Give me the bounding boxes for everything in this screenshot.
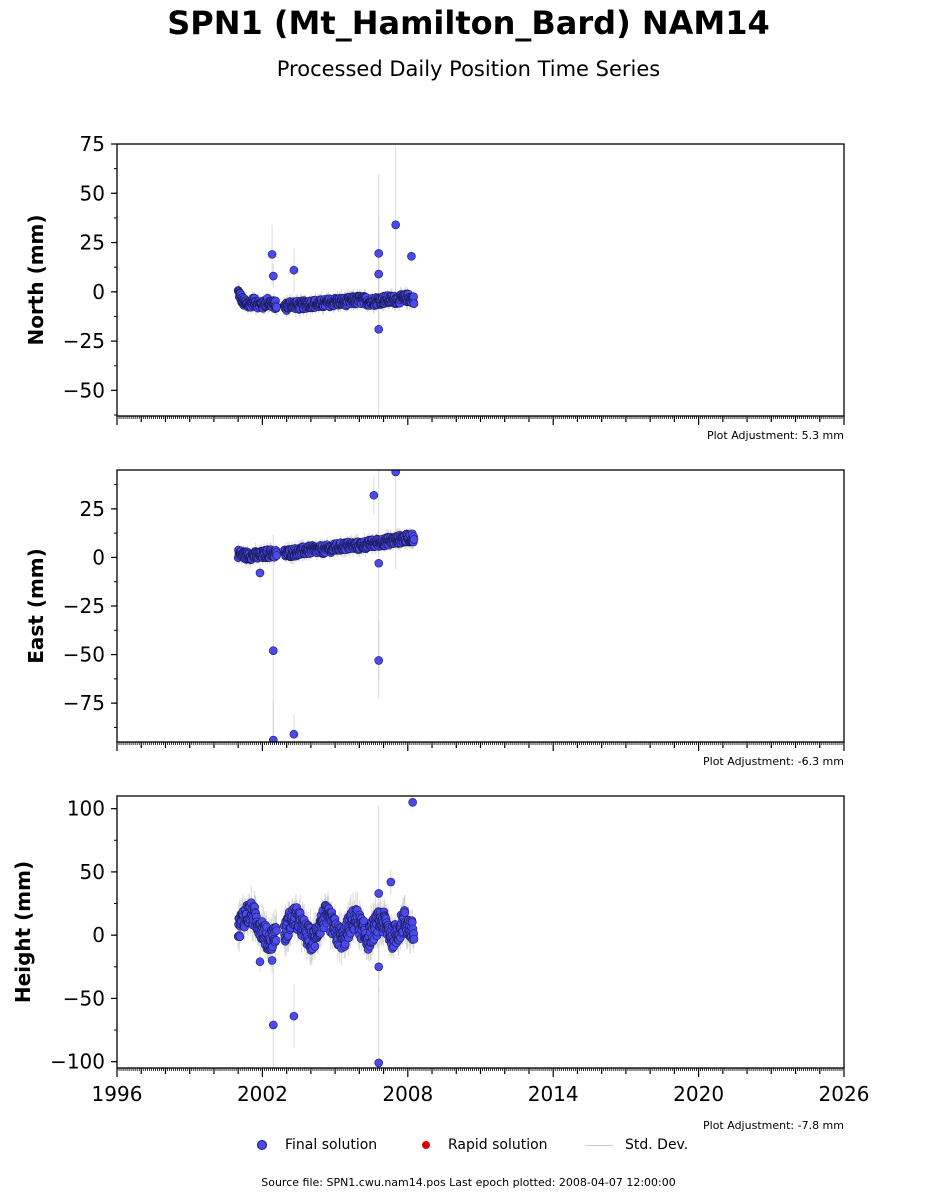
east-final-solution-point <box>409 535 419 544</box>
east-final-solution-point <box>374 558 384 568</box>
height-y-tick-label: 100 <box>67 797 105 821</box>
rapid-solution-marker <box>422 1141 430 1149</box>
north-final-solution-point <box>272 302 281 312</box>
north-final-solution-point <box>267 250 277 259</box>
height-x-tick-label: 2026 <box>819 1082 870 1106</box>
height-final-solution-point <box>408 798 417 807</box>
height-axes-frame <box>116 795 845 1069</box>
height-final-solution-point <box>271 936 281 945</box>
north-y-tick-label: 50 <box>80 181 105 205</box>
height-final-solution-point <box>400 908 410 917</box>
east-panel: −75 −50 −25 0 25 East (mm) <box>24 469 845 751</box>
height-y-axis-label: Height (mm) <box>11 861 35 1003</box>
north-final-solution-point <box>374 269 384 279</box>
height-final-solution-point <box>386 877 396 887</box>
height-x-tick-label: 2014 <box>528 1082 579 1106</box>
height-final-solution-point <box>310 942 320 951</box>
north-plot-adjustment: Plot Adjustment: 5.3 mm <box>706 429 844 442</box>
north-final-solution-point <box>409 299 419 309</box>
north-y-tick-label: −50 <box>63 378 105 402</box>
height-final-solution-point <box>235 932 245 941</box>
east-y-axis-label: East (mm) <box>24 548 48 664</box>
height-x-tick-label: 2020 <box>673 1082 724 1106</box>
height-final-solution-point <box>374 962 384 972</box>
height-x-tick-label: 1996 <box>92 1082 143 1106</box>
east-y-tick-label: 0 <box>92 545 105 569</box>
source-file-note: Source file: SPN1.cwu.nam14.pos Last epo… <box>261 1176 676 1189</box>
legend: Final solution Rapid solution Std. Dev. <box>0 1137 937 1157</box>
north-y-axis-label: North (mm) <box>24 214 48 345</box>
north-data <box>233 145 419 416</box>
height-plot-adjustment: Plot Adjustment: -7.8 mm <box>703 1119 844 1132</box>
height-final-solution-point <box>255 957 265 967</box>
height-x-tick-label: 2008 <box>382 1082 433 1106</box>
page-title: SPN1 (Mt_Hamilton_Bard) NAM14 <box>167 4 770 42</box>
east-y-tick-label: 25 <box>80 497 105 521</box>
north-final-solution-point <box>407 252 416 261</box>
east-final-solution-point <box>369 490 379 500</box>
legend-rapid: Rapid solution <box>422 1137 548 1153</box>
east-y-tick-label: −25 <box>63 594 105 618</box>
east-final-solution-point <box>374 656 384 665</box>
east-final-solution-point <box>255 568 265 578</box>
height-data <box>233 796 419 1068</box>
north-panel: −50 −25 0 25 50 75 North (mm) <box>24 132 845 425</box>
north-final-solution-point <box>374 324 384 334</box>
north-final-solution-point <box>374 249 384 258</box>
legend-rapid-label: Rapid solution <box>448 1137 548 1153</box>
east-final-solution-point <box>289 729 299 739</box>
page-subtitle: Processed Daily Position Time Series <box>276 57 661 81</box>
north-y-tick-label: 75 <box>80 132 105 156</box>
east-final-solution-point <box>269 735 278 742</box>
height-y-tick-label: 0 <box>92 923 105 947</box>
legend-std: Std. Dev. <box>585 1137 688 1153</box>
east-final-solution-point <box>269 646 278 655</box>
east-axes-frame <box>116 469 845 743</box>
north-y-tick-label: 25 <box>80 231 105 255</box>
north-final-solution-point <box>289 265 299 275</box>
std-dev-line-marker <box>585 1144 613 1146</box>
legend-final: Final solution <box>257 1137 377 1153</box>
height-final-solution-point <box>272 926 281 935</box>
north-final-solution-point <box>269 271 278 281</box>
north-final-solution-point <box>391 220 400 230</box>
height-final-solution-point <box>409 934 419 944</box>
east-final-solution-point <box>391 470 400 477</box>
height-x-tick-label: 2002 <box>237 1082 288 1106</box>
height-final-solution-point <box>374 889 384 898</box>
east-data <box>233 470 419 742</box>
north-axes-frame <box>116 143 845 417</box>
height-y-tick-label: −100 <box>50 1050 105 1074</box>
east-y-tick-label: −75 <box>63 691 105 715</box>
east-plot-adjustment: Plot Adjustment: -6.3 mm <box>703 755 844 768</box>
height-final-solution-point <box>289 1011 299 1021</box>
east-y-tick-label: −50 <box>63 643 105 667</box>
north-y-tick-label: −25 <box>63 329 105 353</box>
height-final-solution-point <box>374 1058 384 1068</box>
height-final-solution-point <box>267 956 277 965</box>
height-panel: −100 −50 0 50 100 1996 2002 2008 2014 2020 2026 Hei… <box>11 795 870 1106</box>
north-y-tick-label: 0 <box>92 280 105 304</box>
east-final-solution-point <box>272 551 281 560</box>
legend-std-label: Std. Dev. <box>625 1137 689 1153</box>
height-y-tick-label: 50 <box>80 860 105 884</box>
height-final-solution-point <box>269 1020 278 1030</box>
final-solution-marker <box>257 1140 267 1150</box>
legend-final-label: Final solution <box>285 1137 378 1153</box>
height-y-tick-label: −50 <box>63 986 105 1010</box>
